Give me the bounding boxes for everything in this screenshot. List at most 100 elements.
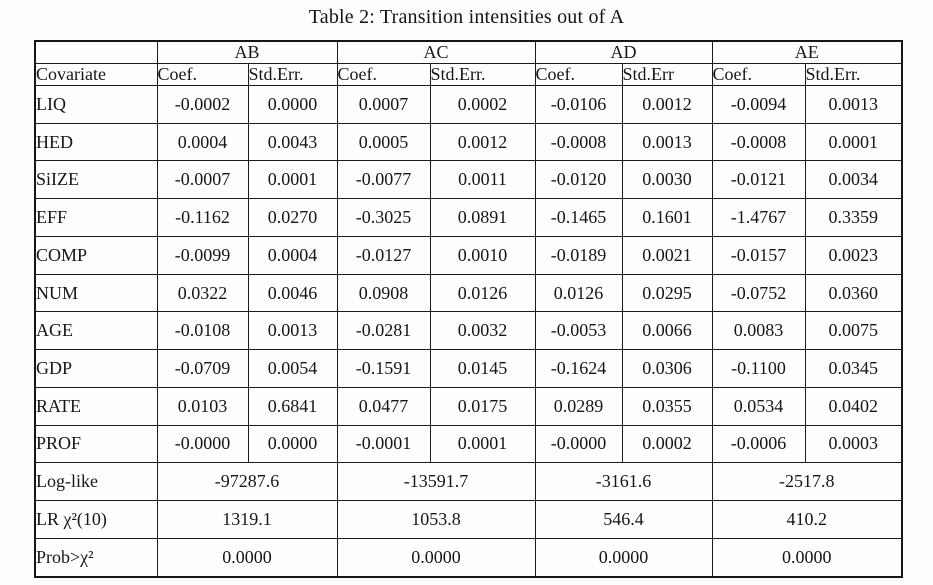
value-cell: -0.0189: [534, 235, 623, 275]
summary-value-cell: 1319.1: [156, 500, 338, 539]
value-cell: 0.0001: [804, 122, 903, 162]
value-cell: 0.0083: [711, 311, 806, 351]
summary-value-cell: 0.0000: [711, 537, 903, 578]
value-cell: -1.4767: [711, 198, 806, 237]
value-cell: 0.0126: [534, 273, 623, 313]
column-header-6: Coef.: [711, 63, 806, 86]
column-header-0: Coef.: [156, 63, 249, 86]
summary-value-cell: -3161.6: [534, 462, 713, 502]
column-header-7: Std.Err.: [804, 63, 903, 86]
value-cell: 0.0001: [247, 160, 338, 200]
table-row-siize: SiIZE -0.0007 0.0001 -0.0077 0.0011 -0.0120 0.…: [34, 160, 903, 200]
value-cell: 0.0295: [621, 273, 713, 313]
value-cell: 0.0034: [804, 160, 903, 200]
value-cell: 0.0002: [621, 424, 713, 464]
summary-value-cell: 1053.8: [336, 500, 536, 539]
value-cell: -0.0008: [534, 122, 623, 162]
value-cell: 0.0145: [429, 349, 536, 388]
summary-value-cell: -2517.8: [711, 462, 903, 502]
table-header: AB AC AD AE Covariate Coef. Std.Err. Coef. Std.E…: [34, 40, 903, 86]
covariate-label: COMP: [34, 235, 158, 275]
value-cell: 0.0477: [336, 386, 431, 426]
value-cell: 0.0891: [429, 198, 536, 237]
group-header-ad: AD: [534, 40, 713, 64]
value-cell: 0.0908: [336, 273, 431, 313]
summary-value-cell: 546.4: [534, 500, 713, 539]
summary-row-2: Prob>χ² 0.0000 0.0000 0.0000 0.0000: [34, 537, 903, 578]
value-cell: -0.3025: [336, 198, 431, 237]
summary-label: LR χ²(10): [34, 500, 158, 539]
value-cell: 0.6841: [247, 386, 338, 426]
value-cell: 0.0043: [247, 122, 338, 162]
value-cell: -0.1162: [156, 198, 249, 237]
value-cell: 0.0004: [156, 122, 249, 162]
value-cell: -0.0121: [711, 160, 806, 200]
table-row-liq: LIQ -0.0002 0.0000 0.0007 0.0002 -0.0106 0.001…: [34, 85, 903, 124]
value-cell: -0.0000: [156, 424, 249, 464]
value-cell: 0.0012: [621, 85, 713, 124]
value-cell: 0.0322: [156, 273, 249, 313]
value-cell: 0.0126: [429, 273, 536, 313]
summary-value-cell: -13591.7: [336, 462, 536, 502]
table-row-comp: COMP -0.0099 0.0004 -0.0127 0.0010 -0.0189 0.0…: [34, 235, 903, 275]
value-cell: -0.1591: [336, 349, 431, 388]
value-cell: 0.0032: [429, 311, 536, 351]
table-row-gdp: GDP -0.0709 0.0054 -0.1591 0.0145 -0.1624 0.03…: [34, 349, 903, 388]
value-cell: 0.0001: [429, 424, 536, 464]
summary-value-cell: 0.0000: [534, 537, 713, 578]
value-cell: 0.0002: [429, 85, 536, 124]
summary-value-cell: 0.0000: [156, 537, 338, 578]
value-cell: -0.0007: [156, 160, 249, 200]
value-cell: 0.0054: [247, 349, 338, 388]
table-caption: Table 2: Transition intensities out of A: [308, 6, 625, 28]
value-cell: 0.0360: [804, 273, 903, 313]
value-cell: 0.0005: [336, 122, 431, 162]
value-cell: -0.0752: [711, 273, 806, 313]
value-cell: 0.0000: [247, 85, 338, 124]
summary-value-cell: 410.2: [711, 500, 903, 539]
table-row-prof: PROF -0.0000 0.0000 -0.0001 0.0001 -0.0000 0.0…: [34, 424, 903, 464]
value-cell: -0.0106: [534, 85, 623, 124]
group-header-ab: AB: [156, 40, 338, 64]
value-cell: 0.0004: [247, 235, 338, 275]
value-cell: 0.0066: [621, 311, 713, 351]
column-header-row: Covariate Coef. Std.Err. Coef. Std.Err. Coef.…: [34, 63, 903, 86]
covariate-header: Covariate: [34, 63, 158, 86]
value-cell: -0.1624: [534, 349, 623, 388]
value-cell: -0.1465: [534, 198, 623, 237]
value-cell: 0.0046: [247, 273, 338, 313]
summary-value-cell: 0.0000: [336, 537, 536, 578]
table-row-age: AGE -0.0108 0.0013 -0.0281 0.0032 -0.0053 0.00…: [34, 311, 903, 351]
summary-label: Log-like: [34, 462, 158, 502]
table-body: LIQ -0.0002 0.0000 0.0007 0.0002 -0.0106 0.001…: [34, 85, 903, 578]
column-header-5: Std.Err: [621, 63, 713, 86]
value-cell: 0.0402: [804, 386, 903, 426]
covariate-label: AGE: [34, 311, 158, 351]
value-cell: 0.0075: [804, 311, 903, 351]
value-cell: -0.0157: [711, 235, 806, 275]
column-header-1: Std.Err.: [247, 63, 338, 86]
transition-intensities-table: AB AC AD AE Covariate Coef. Std.Err. Coef. Std.E…: [34, 40, 904, 578]
value-cell: -0.0006: [711, 424, 806, 464]
value-cell: 0.0013: [621, 122, 713, 162]
covariate-label: EFF: [34, 198, 158, 237]
group-header-row: AB AC AD AE: [34, 40, 903, 64]
value-cell: 0.0103: [156, 386, 249, 426]
summary-label: Prob>χ²: [34, 537, 158, 578]
value-cell: 0.0345: [804, 349, 903, 388]
value-cell: -0.0002: [156, 85, 249, 124]
value-cell: 0.0010: [429, 235, 536, 275]
summary-row-1: LR χ²(10) 1319.1 1053.8 546.4 410.2: [34, 500, 903, 539]
value-cell: -0.0108: [156, 311, 249, 351]
value-cell: -0.0000: [534, 424, 623, 464]
covariate-label: RATE: [34, 386, 158, 426]
table-row-hed: HED 0.0004 0.0043 0.0005 0.0012 -0.0008 0.0013…: [34, 122, 903, 162]
value-cell: -0.0053: [534, 311, 623, 351]
value-cell: -0.0709: [156, 349, 249, 388]
value-cell: 0.0013: [804, 85, 903, 124]
value-cell: 0.0175: [429, 386, 536, 426]
covariate-label: GDP: [34, 349, 158, 388]
value-cell: 0.0011: [429, 160, 536, 200]
value-cell: -0.0281: [336, 311, 431, 351]
